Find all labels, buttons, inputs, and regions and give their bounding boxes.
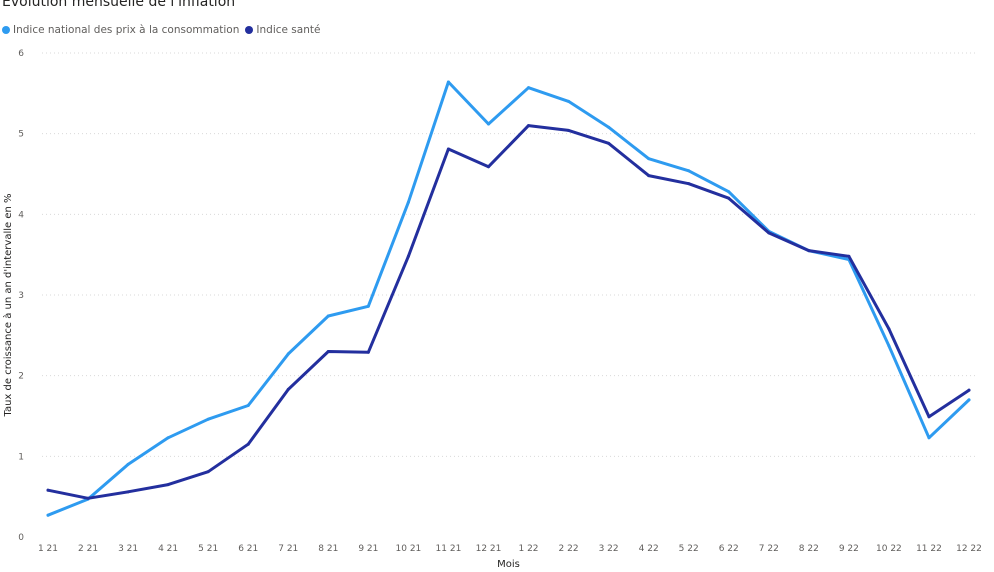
data-point-health-index[interactable]: [166, 483, 170, 487]
legend-label-cpi: Indice national des prix à la consommati…: [13, 24, 240, 36]
data-point-health-index[interactable]: [687, 182, 691, 186]
x-axis-ticks: 1 21 2 21 3 21 4 21 5 21 6 21 7 21 8 21 9 21 10 2…: [38, 544, 982, 554]
data-point-health-index[interactable]: [366, 350, 370, 354]
data-point-cpi[interactable]: [527, 86, 531, 90]
data-point-health-index[interactable]: [206, 470, 210, 474]
x-tick-label: 10 22: [876, 544, 902, 554]
data-point-cpi[interactable]: [887, 344, 891, 348]
data-point-cpi[interactable]: [166, 436, 170, 440]
x-tick-label: 1 22: [518, 544, 538, 554]
data-point-health-index[interactable]: [46, 488, 50, 492]
y-axis-label: Taux de croissance à un an d'intervalle …: [2, 193, 14, 417]
x-tick-label: 1 21: [38, 544, 58, 554]
data-point-cpi[interactable]: [486, 122, 490, 126]
data-point-health-index[interactable]: [647, 174, 651, 178]
data-point-cpi[interactable]: [366, 304, 370, 308]
data-point-health-index[interactable]: [86, 496, 90, 500]
x-tick-label: 3 22: [599, 544, 619, 554]
x-tick-label: 11 22: [916, 544, 942, 554]
data-point-cpi[interactable]: [46, 513, 50, 517]
data-point-cpi[interactable]: [286, 352, 290, 356]
data-point-health-index[interactable]: [847, 254, 851, 258]
data-point-cpi[interactable]: [326, 314, 330, 318]
x-tick-label: 9 21: [358, 544, 378, 554]
data-point-health-index[interactable]: [927, 415, 931, 419]
data-point-health-index[interactable]: [286, 387, 290, 391]
x-tick-label: 9 22: [839, 544, 859, 554]
data-point-cpi[interactable]: [927, 436, 931, 440]
y-tick-label: 6: [18, 49, 24, 59]
data-point-cpi[interactable]: [246, 404, 250, 408]
data-point-cpi[interactable]: [126, 462, 130, 466]
data-point-health-index[interactable]: [887, 327, 891, 331]
y-tick-label: 1: [18, 452, 24, 462]
x-tick-label: 4 22: [639, 544, 659, 554]
data-point-cpi[interactable]: [206, 417, 210, 421]
legend-dot-health-index: [245, 26, 254, 34]
x-tick-label: 6 21: [238, 544, 258, 554]
x-tick-label: 5 22: [679, 544, 699, 554]
data-point-health-index[interactable]: [527, 124, 531, 128]
x-tick-label: 7 22: [759, 544, 779, 554]
x-axis-label: Mois: [497, 559, 520, 570]
x-tick-label: 10 21: [396, 544, 422, 554]
legend-item-cpi[interactable]: Indice national des prix à la consommati…: [2, 24, 239, 36]
data-point-cpi[interactable]: [607, 125, 611, 129]
x-tick-label: 12 21: [476, 544, 502, 554]
data-point-health-index[interactable]: [486, 165, 490, 169]
legend-label-health-index: Indice santé: [256, 24, 321, 36]
x-tick-label: 6 22: [719, 544, 739, 554]
x-tick-label: 4 21: [158, 544, 178, 554]
legend: Indice national des prix à la consommati…: [2, 24, 326, 36]
legend-item-health-index[interactable]: Indice santé: [245, 24, 320, 36]
x-tick-label: 5 21: [198, 544, 218, 554]
y-tick-label: 3: [18, 291, 24, 301]
data-point-health-index[interactable]: [567, 128, 571, 132]
x-tick-label: 8 21: [318, 544, 338, 554]
data-point-health-index[interactable]: [446, 147, 450, 151]
x-tick-label: 12 22: [956, 544, 982, 554]
x-tick-label: 3 21: [118, 544, 138, 554]
x-tick-label: 8 22: [799, 544, 819, 554]
x-tick-label: 7 21: [278, 544, 298, 554]
y-axis-ticks: 0 1 2 3 4 5 6: [18, 49, 24, 543]
data-point-health-index[interactable]: [767, 231, 771, 235]
data-point-cpi[interactable]: [446, 80, 450, 84]
data-point-health-index[interactable]: [967, 388, 971, 392]
data-point-health-index[interactable]: [406, 254, 410, 258]
data-point-cpi[interactable]: [567, 99, 571, 103]
data-point-health-index[interactable]: [246, 442, 250, 446]
data-point-cpi[interactable]: [967, 398, 971, 402]
y-tick-label: 0: [18, 533, 24, 543]
data-point-health-index[interactable]: [807, 249, 811, 253]
series-line-health-index[interactable]: [46, 124, 971, 500]
y-tick-label: 2: [18, 372, 24, 382]
data-point-health-index[interactable]: [607, 141, 611, 145]
data-point-cpi[interactable]: [727, 190, 731, 194]
chart-title: Évolution mensuelle de l'inflation: [2, 0, 236, 10]
series-lines: [46, 80, 971, 517]
y-tick-label: 4: [18, 210, 24, 220]
x-tick-label: 11 21: [436, 544, 462, 554]
data-point-cpi[interactable]: [647, 157, 651, 161]
x-tick-label: 2 22: [559, 544, 579, 554]
y-tick-label: 5: [18, 130, 24, 140]
data-point-health-index[interactable]: [727, 196, 731, 200]
data-point-cpi[interactable]: [406, 200, 410, 204]
x-tick-label: 2 21: [78, 544, 98, 554]
data-point-health-index[interactable]: [326, 349, 330, 353]
data-point-health-index[interactable]: [126, 490, 130, 494]
legend-dot-cpi: [2, 26, 10, 34]
data-point-cpi[interactable]: [687, 169, 691, 173]
